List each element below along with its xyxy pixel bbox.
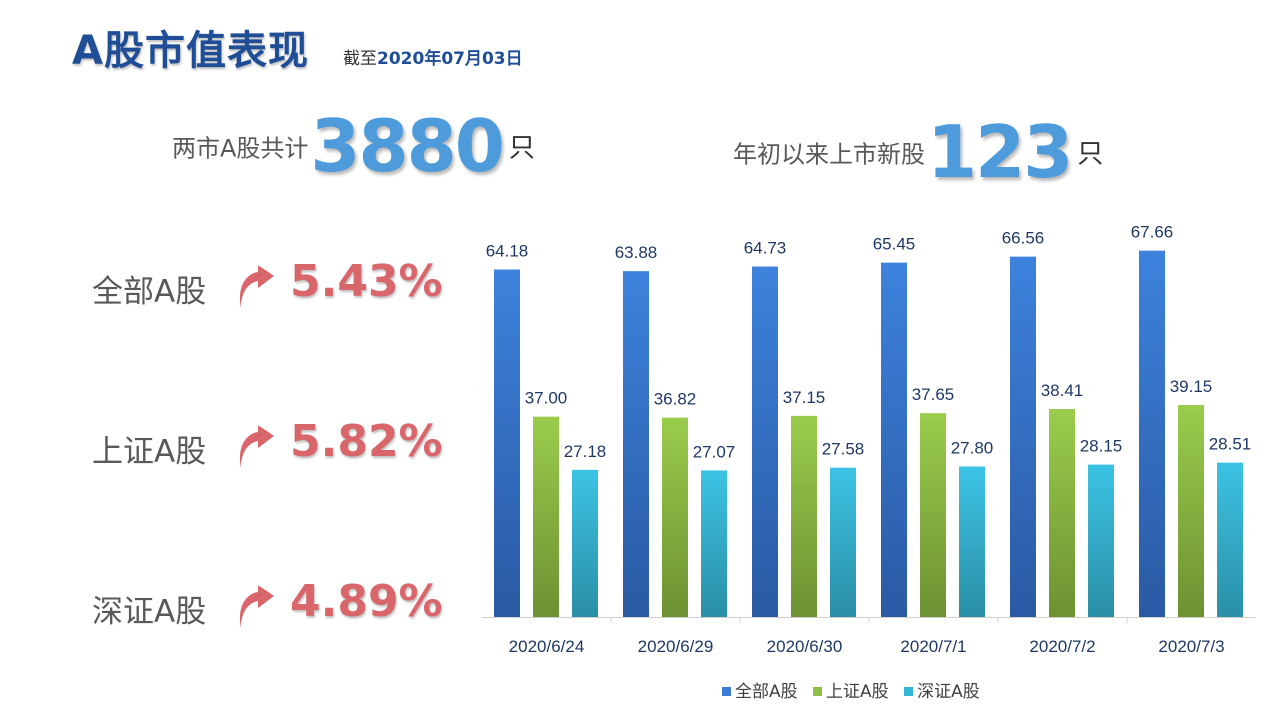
as-of-date-value: 2020年07月03日 (377, 49, 523, 69)
data-label: 37.00 (525, 389, 568, 408)
legend-swatch (904, 686, 914, 696)
legend-label: 深证A股 (917, 682, 980, 702)
data-label: 36.82 (654, 390, 697, 409)
index-name: 全部A股 (92, 274, 207, 310)
stat-unit: 只 (508, 133, 535, 164)
new-listings-stat: 年初以来上市新股123 只 (733, 110, 1103, 194)
index-change-shenzhen-a: 深证A股 4.89% (92, 576, 452, 636)
stat-label: 两市A股共计 (172, 134, 309, 163)
data-label: 38.41 (1041, 381, 1084, 400)
legend-item: 深证A股 (904, 677, 980, 702)
data-label: 27.18 (564, 442, 607, 461)
data-label: 27.58 (822, 440, 865, 459)
as-of-date: 截至2020年07月03日 (343, 44, 523, 69)
index-change-all-a: 全部A股 5.43% (92, 256, 452, 316)
stat-label: 年初以来上市新股 (733, 140, 925, 169)
data-label: 64.18 (486, 242, 529, 261)
legend-swatch (722, 686, 731, 696)
chart-legend: 全部A股 上证A股 深证A股 (722, 677, 990, 702)
bar (572, 469, 598, 617)
bar (959, 466, 985, 617)
data-label: 37.15 (783, 388, 826, 407)
up-arrow-icon (234, 265, 276, 314)
bar (1178, 405, 1204, 617)
data-label: 67.66 (1131, 223, 1174, 242)
bar (662, 417, 688, 617)
bar (1049, 409, 1075, 617)
x-tick-label: 2020/6/30 (767, 637, 843, 656)
legend-item: 上证A股 (813, 677, 889, 702)
bar (1010, 256, 1036, 617)
x-tick-label: 2020/7/1 (900, 637, 966, 656)
total-stocks-stat: 两市A股共计3880 只 (172, 104, 535, 188)
bar (1088, 464, 1114, 617)
data-label: 66.56 (1002, 229, 1045, 248)
bar (881, 262, 907, 617)
x-tick-label: 2020/7/3 (1158, 637, 1224, 656)
as-of-prefix: 截至 (343, 49, 377, 69)
index-change-shanghai-a: 上证A股 5.82% (92, 416, 452, 476)
data-label: 28.15 (1080, 437, 1123, 456)
bar (623, 271, 649, 617)
x-tick-label: 2020/6/24 (509, 637, 585, 656)
data-label: 65.45 (873, 235, 916, 254)
stat-value: 123 (927, 110, 1073, 194)
up-arrow-icon (234, 425, 276, 474)
legend-item: 全部A股 (722, 677, 798, 702)
data-label: 63.88 (615, 243, 658, 262)
data-label: 28.51 (1209, 435, 1252, 454)
bar (791, 415, 817, 617)
data-label: 27.80 (951, 438, 994, 457)
legend-swatch (813, 686, 823, 696)
stat-unit: 只 (1077, 139, 1104, 170)
page-title: A股市值表现 (72, 28, 309, 74)
data-label: 27.07 (693, 442, 736, 461)
bar (1217, 462, 1243, 617)
legend-label: 上证A股 (826, 682, 889, 702)
index-change-value: 4.89% (290, 576, 443, 627)
stat-value: 3880 (310, 104, 504, 188)
x-tick-label: 2020/7/2 (1029, 637, 1095, 656)
index-change-value: 5.82% (290, 416, 443, 467)
bar (494, 269, 520, 617)
bar (752, 266, 778, 617)
bar (701, 470, 727, 617)
data-label: 39.15 (1170, 377, 1213, 396)
index-change-value: 5.43% (290, 256, 443, 307)
legend-label: 全部A股 (735, 682, 798, 702)
index-name: 深证A股 (92, 594, 207, 630)
bar (533, 416, 559, 617)
bar (920, 413, 946, 617)
x-tick-label: 2020/6/29 (638, 637, 714, 656)
index-name: 上证A股 (92, 434, 207, 470)
bar (830, 467, 856, 617)
data-label: 64.73 (744, 239, 787, 258)
bar (1139, 250, 1165, 617)
up-arrow-icon (234, 585, 276, 634)
data-label: 37.65 (912, 385, 955, 404)
